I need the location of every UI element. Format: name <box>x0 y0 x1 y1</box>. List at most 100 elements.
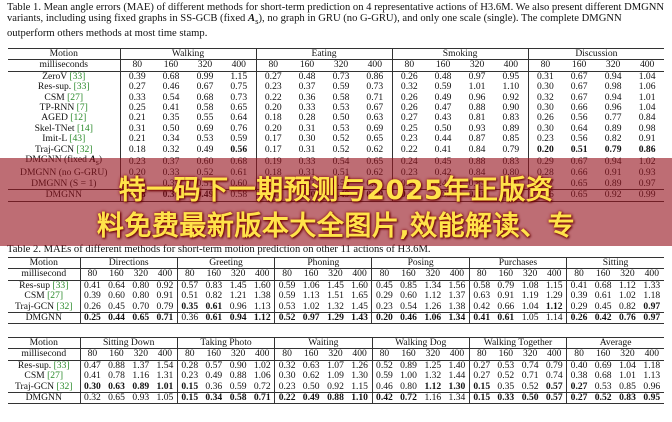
value-cell: 0.67 <box>196 82 214 93</box>
value-cell: 0.71 <box>250 392 275 405</box>
value-cell: 0.91 <box>156 291 174 302</box>
value-cell: 0.54 <box>400 301 417 312</box>
value-cell: 0.76 <box>230 123 248 134</box>
value-cell: 1.13 <box>643 371 661 382</box>
value-cell: 0.15 <box>176 392 202 405</box>
value-cell: 0.68 <box>154 70 188 83</box>
value-cell: 1.43 <box>347 312 372 325</box>
time-header: 400 <box>222 59 257 72</box>
value-cell: 1.06 <box>420 312 445 325</box>
value-cell: 0.30 <box>274 371 300 382</box>
value-cell: 0.23 <box>255 82 291 93</box>
value-cell: 1.13 <box>302 291 320 302</box>
value-cell: 0.26 <box>527 113 563 124</box>
value-cell: 0.53 <box>196 134 214 145</box>
value-cell: 0.32 <box>274 359 300 372</box>
value-cell: 0.23 <box>391 134 427 145</box>
value-cell: 1.26 <box>424 301 442 312</box>
value-cell: 0.99 <box>188 70 222 83</box>
action-header: Walking Together <box>468 336 567 349</box>
value-cell: 0.61 <box>201 312 226 325</box>
value-cell: 0.26 <box>566 312 591 325</box>
time-header: 400 <box>358 59 393 72</box>
time-header: 400 <box>542 348 567 361</box>
value-cell: 1.45 <box>226 279 251 292</box>
header-row: Motion Directions Greeting Phoning Posing Pur… <box>8 256 664 269</box>
value-cell: 0.85 <box>619 381 636 392</box>
value-cell: 0.65 <box>366 134 384 145</box>
value-cell: 0.42 <box>468 301 494 313</box>
value-cell: 0.35 <box>176 301 202 313</box>
value-cell: 0.97 <box>460 70 495 83</box>
time-header: 400 <box>639 268 664 281</box>
value-cell: 0.22 <box>391 144 427 156</box>
time-header: 320 <box>128 348 153 361</box>
method-cell: Traj-GCN [32] <box>15 301 73 312</box>
value-cell: 1.65 <box>351 291 368 302</box>
value-cell: 0.34 <box>162 134 180 145</box>
value-cell: 0.93 <box>128 392 153 405</box>
value-cell: 1.56 <box>444 279 470 292</box>
value-cell: 0.50 <box>517 392 543 405</box>
value-cell: 1.19 <box>521 291 539 302</box>
value-cell: 1.54 <box>152 359 178 372</box>
value-cell: 1.25 <box>420 359 445 372</box>
value-cell: 1.40 <box>445 359 470 372</box>
value-cell: 0.27 <box>119 82 154 93</box>
header-cell: Motion <box>8 47 120 60</box>
value-cell: 0.85 <box>502 134 520 145</box>
value-cell: 0.41 <box>79 279 105 292</box>
time-header: 80 <box>79 268 105 281</box>
value-cell: 1.05 <box>152 392 178 405</box>
value-cell: 0.32 <box>79 392 105 405</box>
value-cell: 0.56 <box>570 113 588 124</box>
method-cell: CSM [27] <box>24 371 64 382</box>
value-cell: 0.52 <box>274 312 299 325</box>
action-header: Walking Dog <box>371 336 470 349</box>
caption-symbol: A <box>247 13 256 25</box>
value-cell: 1.16 <box>132 371 150 382</box>
value-cell: 1.04 <box>615 359 640 372</box>
value-cell: 0.92 <box>152 279 178 292</box>
value-cell: 0.22 <box>255 92 291 104</box>
value-cell: 1.14 <box>542 312 567 325</box>
value-cell: 0.57 <box>542 392 567 405</box>
value-cell: 0.59 <box>229 381 247 392</box>
value-cell: 0.25 <box>79 312 105 325</box>
value-cell: 0.41 <box>434 144 452 155</box>
time-header: 160 <box>590 348 616 361</box>
value-cell: 1.04 <box>630 70 665 83</box>
value-cell: 0.59 <box>274 291 299 302</box>
value-cell: 1.10 <box>347 392 373 405</box>
value-cell: 0.52 <box>521 381 539 392</box>
value-cell: 0.57 <box>545 381 563 392</box>
value-cell: 0.90 <box>502 103 520 114</box>
value-cell: 0.48 <box>290 70 325 83</box>
value-cell: 1.45 <box>351 301 368 312</box>
value-cell: 1.12 <box>424 291 442 302</box>
value-cell: 0.29 <box>371 291 397 302</box>
value-cell: 1.37 <box>448 291 466 302</box>
value-cell: 0.52 <box>332 144 350 155</box>
value-cell: 0.53 <box>274 301 299 313</box>
value-cell: 1.38 <box>448 301 466 312</box>
value-cell: 0.52 <box>497 371 515 382</box>
value-cell: 0.30 <box>527 123 563 135</box>
value-cell: 1.04 <box>638 103 656 114</box>
value-cell: 0.45 <box>108 301 125 312</box>
time-header: 160 <box>299 348 324 361</box>
banner-line: 特一码下一期预测与2025年正版资 <box>118 175 554 206</box>
value-cell: 0.25 <box>391 123 427 135</box>
data-row: CSM [27] 0.33 0.54 0.68 0.73 0.22 0.36 0.58 0.71… <box>8 92 664 104</box>
value-cell: 0.17 <box>255 144 291 156</box>
value-cell: 1.32 <box>424 371 442 382</box>
method-cell: ZeroV [33] <box>8 70 120 83</box>
value-cell: 0.30 <box>298 134 316 145</box>
time-header: 320 <box>420 348 445 361</box>
value-cell: 0.29 <box>566 301 591 313</box>
method-cell: Imit-L [43] <box>42 134 86 145</box>
value-cell: 0.21 <box>119 134 154 145</box>
value-cell: 0.63 <box>468 291 494 302</box>
value-cell: 0.79 <box>542 359 567 372</box>
table2-part2: Motion Sitting Down Taking Photo Waiting Wal… <box>8 336 664 405</box>
